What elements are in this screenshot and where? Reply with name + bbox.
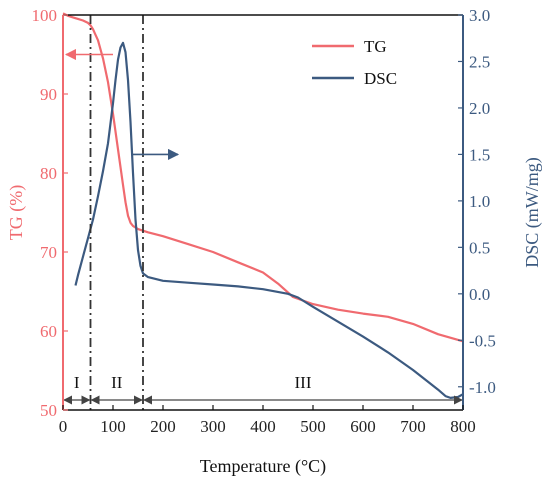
- y-right-tick-label-7: 2.5: [469, 52, 490, 71]
- x-tick-label-1: 100: [100, 417, 126, 436]
- legend-label-tg: TG: [364, 37, 387, 56]
- x-tick-label-5: 500: [300, 417, 326, 436]
- y-left-tick-label-5: 100: [32, 6, 58, 25]
- x-tick-label-2: 200: [150, 417, 176, 436]
- y-right-tick-label-4: 1.0: [469, 192, 490, 211]
- y-left-tick-label-3: 80: [40, 164, 57, 183]
- y-left-tick-label-2: 70: [40, 243, 57, 262]
- axis-layer: 0 100 200 300 400 500 600 700 800 50 60 70 80 90 100 -1…: [32, 6, 496, 436]
- region-label-1: I: [74, 373, 80, 392]
- legend: TG DSC: [312, 37, 397, 88]
- y-right-tick-label-8: 3.0: [469, 6, 490, 25]
- y-right-tick-label-6: 2.0: [469, 99, 490, 118]
- x-tick-label-3: 300: [200, 417, 226, 436]
- y-left-tick-label-0: 50: [40, 401, 57, 420]
- x-tick-label-0: 0: [59, 417, 68, 436]
- plot-layer: I II III: [62, 12, 464, 410]
- x-tick-label-4: 400: [250, 417, 276, 436]
- series-line-dsc: [74, 41, 464, 399]
- y-right-tick-label-3: 0.5: [469, 238, 490, 257]
- region-label-3: III: [295, 373, 312, 392]
- y-left-tick-label-1: 60: [40, 322, 57, 341]
- y-right-tick-label-5: 1.5: [469, 145, 490, 164]
- region-label-2: II: [111, 373, 123, 392]
- y-left-tick-label-4: 90: [40, 85, 57, 104]
- legend-label-dsc: DSC: [364, 69, 397, 88]
- x-tick-label-7: 700: [400, 417, 426, 436]
- y-right-tick-label-2: 0.0: [469, 285, 490, 304]
- y-right-tick-label-0: -1.0: [469, 378, 496, 397]
- x-axis-title: Temperature (°C): [200, 456, 326, 477]
- x-tick-label-8: 800: [450, 417, 476, 436]
- y-right-tick-label-1: -0.5: [469, 331, 496, 350]
- series-line-tg: [62, 12, 464, 343]
- x-tick-label-6: 600: [350, 417, 376, 436]
- y-right-axis-title: DSC (mW/mg): [522, 157, 543, 268]
- y-left-axis-title: TG (%): [6, 185, 27, 240]
